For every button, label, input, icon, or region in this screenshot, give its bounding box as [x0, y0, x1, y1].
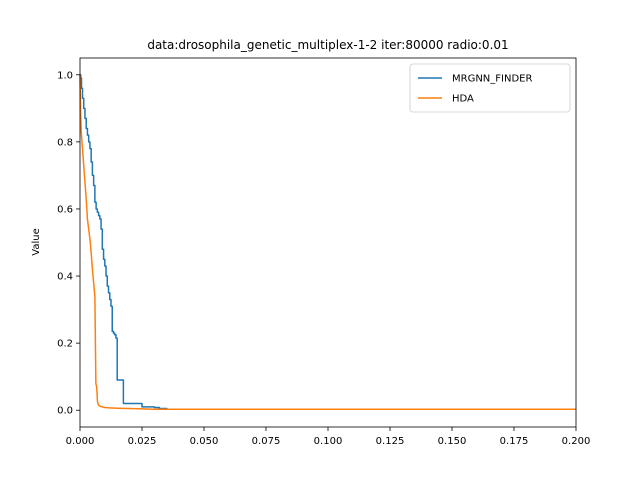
- x-tick-label: 0.075: [252, 436, 281, 447]
- legend-label: MRGNN_FINDER: [452, 74, 532, 85]
- x-tick-label: 0.125: [376, 436, 405, 447]
- y-axis: 0.0 0.2 0.4 0.6 0.8 1.0: [57, 70, 80, 417]
- y-axis-label: Value: [31, 228, 42, 255]
- plot-frame: [79, 57, 577, 428]
- x-tick-label: 0.050: [190, 436, 219, 447]
- x-axis: 0.000 0.025 0.050 0.075 0.100 0.125 0.150 0.175…: [66, 427, 591, 447]
- x-tick-label: 0.175: [500, 436, 529, 447]
- x-tick-label: 0.150: [438, 436, 467, 447]
- y-tick-label: 0.8: [57, 137, 73, 148]
- plot-area: [79, 74, 576, 410]
- x-tick-label: 0.025: [128, 436, 157, 447]
- y-tick-label: 0.0: [57, 406, 73, 417]
- chart-title: data:drosophila_genetic_multiplex-1-2 it…: [147, 38, 508, 52]
- legend-label: HDA: [452, 94, 474, 105]
- series-line-mrgnn-finder: [79, 74, 576, 410]
- legend-box: [409, 63, 571, 113]
- x-tick-label: 0.200: [562, 436, 591, 447]
- y-tick-label: 1.0: [57, 70, 73, 81]
- legend: MRGNN_FINDER HDA: [409, 63, 571, 113]
- x-tick-label: 0.000: [66, 436, 95, 447]
- series-line-hda: [79, 74, 576, 410]
- y-tick-label: 0.4: [57, 272, 73, 283]
- x-tick-label: 0.100: [314, 436, 343, 447]
- y-tick-label: 0.6: [57, 204, 73, 215]
- y-tick-label: 0.2: [57, 339, 73, 350]
